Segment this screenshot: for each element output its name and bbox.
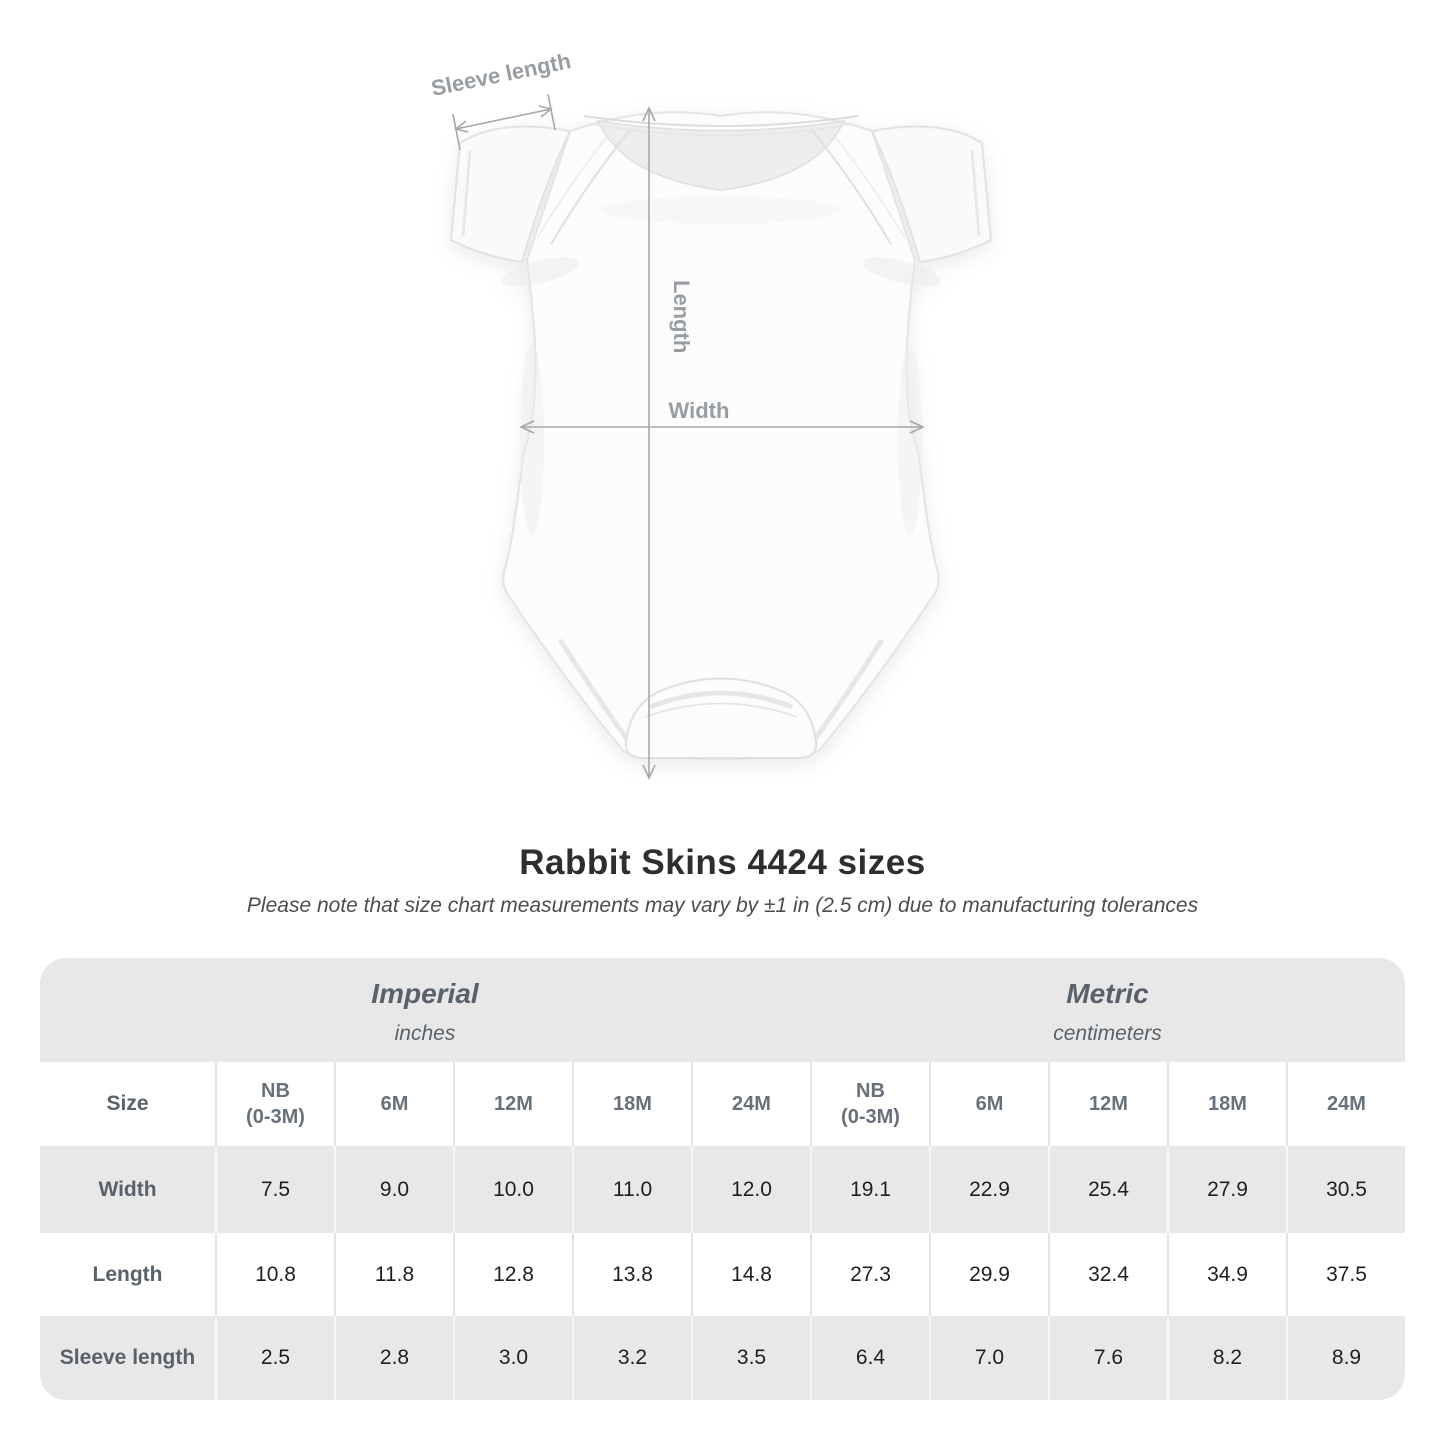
value-cell: 22.9: [929, 1146, 1048, 1233]
value-cell: 29.9: [929, 1233, 1048, 1316]
length-arrow: [642, 106, 656, 780]
column-label: 24M: [732, 1093, 771, 1115]
value-cell: 34.9: [1167, 1233, 1286, 1316]
column-header-cell: 6M: [929, 1062, 1048, 1146]
metric-group-header: Metric centimeters: [810, 958, 1405, 1062]
value-cell: 3.5: [691, 1316, 810, 1400]
column-header-cell: NB (0-3M): [215, 1062, 334, 1146]
size-header-cell: Size: [106, 1092, 149, 1115]
value-cell: 30.5: [1286, 1146, 1405, 1233]
value-cell: 2.5: [215, 1316, 334, 1400]
value-cell: 12.8: [453, 1233, 572, 1316]
column-header-cell: 24M: [691, 1062, 810, 1146]
metric-unit: centimeters: [1053, 1022, 1162, 1045]
value-cell: 3.2: [572, 1316, 691, 1400]
column-sublabel: (0-3M): [246, 1106, 305, 1128]
value-cell: 9.0: [334, 1146, 453, 1233]
chart-heading: Rabbit Skins 4424 sizes Please note that…: [0, 843, 1445, 918]
value-cell: 8.2: [1167, 1316, 1286, 1400]
value-cell: 27.9: [1167, 1146, 1286, 1233]
value-cell: 8.9: [1286, 1316, 1405, 1400]
column-label: 18M: [613, 1093, 652, 1115]
column-sublabel: (0-3M): [841, 1106, 900, 1128]
sleeve-length-arrow: [452, 93, 556, 151]
column-label: 6M: [380, 1093, 409, 1115]
width-arrow: [519, 420, 925, 434]
value-cell: 32.4: [1048, 1233, 1167, 1316]
bodysuit-size-diagram: Length Width Sleeve length: [429, 48, 993, 780]
value-cell: 11.8: [334, 1233, 453, 1316]
column-header-row: Size NB (0-3M) 6M 12M 18M 24M NB (0-3M) …: [40, 1062, 1405, 1146]
column-header-cell: 12M: [1048, 1062, 1167, 1146]
column-label: 6M: [975, 1093, 1004, 1115]
metric-title: Metric: [1066, 978, 1149, 1009]
length-label: Length: [669, 280, 694, 353]
value-cell: 27.3: [810, 1233, 929, 1316]
table-row-length: Length 10.8 11.8 12.8 13.8 14.8 27.3 29.…: [40, 1233, 1405, 1316]
sleeve-length-label: Sleeve length: [429, 48, 573, 101]
value-cell: 7.5: [215, 1146, 334, 1233]
imperial-unit: inches: [394, 1022, 456, 1045]
row-label: Sleeve length: [59, 1346, 196, 1369]
units-band: Imperial inches Metric centimeters: [40, 958, 1405, 1062]
column-header-cell: 18M: [1167, 1062, 1286, 1146]
column-header-cell: 12M: [453, 1062, 572, 1146]
value-cell: 10.0: [453, 1146, 572, 1233]
column-header-cell: 24M: [1286, 1062, 1405, 1146]
column-header-cell: 6M: [334, 1062, 453, 1146]
column-label: NB: [261, 1080, 290, 1102]
column-header-cell: NB (0-3M): [810, 1062, 929, 1146]
column-label: NB: [856, 1080, 885, 1102]
table-row-width: Width 7.5 9.0 10.0 11.0 12.0 19.1 22.9 2…: [40, 1146, 1405, 1233]
value-cell: 10.8: [215, 1233, 334, 1316]
imperial-group-header: Imperial inches: [40, 958, 810, 1062]
width-label: Width: [669, 398, 730, 423]
size-chart-table: Imperial inches Metric centimeters Size …: [40, 958, 1405, 1400]
value-cell: 2.8: [334, 1316, 453, 1400]
value-cell: 37.5: [1286, 1233, 1405, 1316]
value-cell: 12.0: [691, 1146, 810, 1233]
imperial-title: Imperial: [371, 978, 479, 1009]
value-cell: 7.0: [929, 1316, 1048, 1400]
column-label: 12M: [494, 1093, 533, 1115]
value-cell: 6.4: [810, 1316, 929, 1400]
value-cell: 25.4: [1048, 1146, 1167, 1233]
value-cell: 19.1: [810, 1146, 929, 1233]
value-cell: 7.6: [1048, 1316, 1167, 1400]
value-cell: 3.0: [453, 1316, 572, 1400]
page-subtitle: Please note that size chart measurements…: [246, 894, 1199, 917]
column-label: 12M: [1089, 1093, 1128, 1115]
value-cell: 14.8: [691, 1233, 810, 1316]
column-label: 18M: [1208, 1093, 1247, 1115]
value-cell: 13.8: [572, 1233, 691, 1316]
column-header-cell: 18M: [572, 1062, 691, 1146]
column-label: 24M: [1327, 1093, 1366, 1115]
bodysuit-graphic: [449, 111, 993, 760]
page-title: Rabbit Skins 4424 sizes: [519, 843, 926, 882]
row-label: Length: [92, 1262, 163, 1286]
table-row-sleeve-length: Sleeve length 2.5 2.8 3.0 3.2 3.5 6.4 7.…: [40, 1316, 1405, 1400]
row-label: Width: [98, 1177, 157, 1201]
value-cell: 11.0: [572, 1146, 691, 1233]
